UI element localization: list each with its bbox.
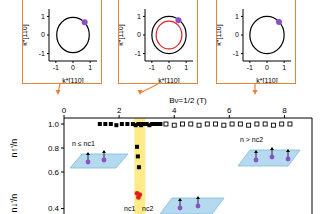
- svg-text:0: 0: [41, 31, 45, 38]
- svg-text:k*[110]: k*[110]: [62, 77, 83, 83]
- svg-text:4: 4: [172, 106, 177, 115]
- svg-text:-1: -1: [233, 50, 239, 57]
- svg-text:0.8: 0.8: [48, 144, 60, 153]
- svg-text:-1: -1: [149, 64, 155, 71]
- svg-text:k*[110]: k*[110]: [217, 24, 223, 45]
- svg-text:1: 1: [88, 64, 92, 71]
- svg-text:6: 6: [227, 106, 232, 115]
- svg-text:-1: -1: [53, 64, 59, 71]
- svg-text:-1: -1: [39, 50, 45, 57]
- svg-text:k*[110]: k*[110]: [23, 24, 29, 45]
- svg-text:0.4: 0.4: [48, 204, 60, 213]
- svg-text:n ≤ nc1: n ≤ nc1: [72, 140, 95, 147]
- svg-text:0: 0: [265, 64, 269, 71]
- svg-text:-1: -1: [247, 64, 253, 71]
- svg-text:1: 1: [235, 13, 239, 20]
- svg-text:nc2: nc2: [142, 205, 153, 212]
- svg-text:0: 0: [62, 106, 67, 115]
- svg-text:n↓'/n: n↓'/n: [9, 194, 19, 213]
- svg-text:1: 1: [282, 64, 286, 71]
- svg-text:n > nc2: n > nc2: [240, 136, 263, 143]
- svg-text:8: 8: [282, 106, 287, 115]
- svg-text:2: 2: [117, 106, 122, 115]
- svg-text:0: 0: [167, 64, 171, 71]
- svg-text:k*[110]: k*[110]: [119, 24, 125, 45]
- svg-text:1: 1: [41, 13, 45, 20]
- svg-text:n↑'/n: n↑'/n: [9, 139, 19, 158]
- svg-text:k*[110]: k*[110]: [158, 77, 179, 83]
- svg-text:Bν=1/2 (T): Bν=1/2 (T): [169, 96, 207, 105]
- svg-text:0: 0: [137, 31, 141, 38]
- svg-text:nc1: nc1: [124, 205, 135, 212]
- svg-text:0: 0: [235, 31, 239, 38]
- svg-text:-1: -1: [135, 50, 141, 57]
- svg-text:0: 0: [71, 64, 75, 71]
- svg-text:1: 1: [184, 64, 188, 71]
- svg-text:0.6: 0.6: [48, 168, 60, 177]
- svg-text:1: 1: [137, 13, 141, 20]
- svg-text:1.0: 1.0: [48, 120, 60, 129]
- svg-text:k*[110]: k*[110]: [256, 77, 277, 83]
